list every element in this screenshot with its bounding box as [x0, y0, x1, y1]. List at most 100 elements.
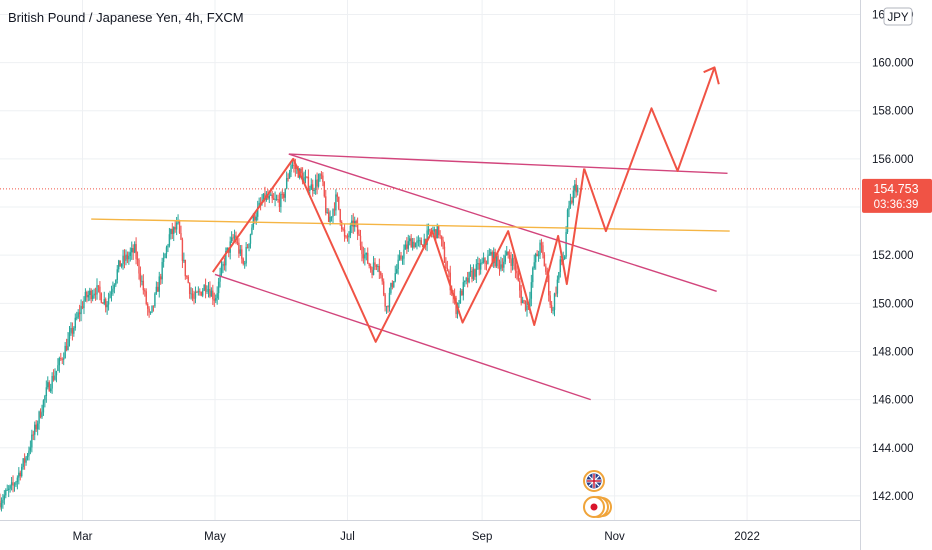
- candle-body: [555, 293, 557, 295]
- candle-body: [524, 300, 527, 311]
- drawings-layer: [91, 66, 730, 401]
- candle-body: [21, 466, 23, 477]
- candle-body: [149, 312, 152, 313]
- candle-body: [446, 267, 449, 272]
- candle-body: [339, 209, 341, 222]
- candle-body: [543, 254, 546, 267]
- candle-body: [29, 447, 32, 451]
- currency-badge[interactable]: JPY: [883, 7, 913, 26]
- support-line[interactable]: [91, 218, 730, 232]
- candle-body: [217, 281, 220, 294]
- candle-body: [190, 293, 192, 295]
- candle-body: [576, 187, 579, 193]
- candle-body: [368, 263, 370, 266]
- candle-body: [374, 262, 376, 266]
- candle-body: [306, 176, 308, 178]
- candle-body: [283, 194, 285, 198]
- candle-body: [519, 280, 521, 291]
- candle-body: [178, 220, 181, 234]
- candle-body: [90, 290, 92, 300]
- candle-body: [167, 245, 169, 248]
- candle-body: [343, 229, 346, 237]
- candle-body: [213, 299, 215, 301]
- chart-title: British Pound / Japanese Yen, 4h, FXCM: [8, 10, 244, 25]
- candle-body: [16, 477, 19, 483]
- candle-body: [474, 269, 476, 277]
- events-markers[interactable]: [583, 470, 612, 518]
- channel-line[interactable]: [288, 153, 728, 175]
- candle-body: [398, 255, 401, 260]
- candle-body: [440, 235, 443, 241]
- candle-body: [381, 275, 383, 282]
- candle-body: [485, 263, 488, 265]
- candle-body: [462, 282, 464, 296]
- candle-body: [552, 309, 554, 311]
- candle-body: [22, 458, 24, 467]
- candle-body: [197, 291, 200, 293]
- y-tick-label: 142.000: [872, 491, 914, 503]
- candle-body: [304, 176, 307, 178]
- candle-body: [161, 261, 163, 280]
- candle-body: [144, 290, 146, 292]
- channel-line[interactable]: [288, 153, 717, 292]
- candle-body: [549, 295, 551, 305]
- candle-body: [319, 174, 321, 180]
- uk-flag-icon[interactable]: [583, 470, 605, 492]
- candle-body: [495, 255, 498, 267]
- x-tick-label: Jul: [340, 531, 355, 543]
- candle-body: [442, 240, 444, 247]
- candle-body: [291, 165, 294, 167]
- candle-body: [151, 305, 153, 313]
- candle-body: [433, 229, 436, 232]
- candle-body: [160, 276, 162, 280]
- projection-line[interactable]: [583, 67, 716, 233]
- candle-body: [477, 263, 479, 265]
- candle-body: [86, 291, 88, 298]
- y-tick-label: 152.000: [872, 250, 914, 262]
- candle-body: [530, 282, 533, 299]
- candle-body: [332, 209, 334, 217]
- candle-body: [162, 257, 165, 262]
- candle-body: [545, 266, 547, 272]
- candle-body: [123, 255, 126, 261]
- japan-flag-icon[interactable]: [583, 496, 612, 518]
- candle-body: [55, 370, 58, 376]
- candle-body: [510, 259, 512, 266]
- candle-body: [429, 229, 431, 232]
- candle-body: [472, 269, 475, 279]
- candle-body: [118, 260, 120, 270]
- candle-body: [152, 305, 155, 307]
- candle-body: [309, 189, 311, 191]
- candle-body: [520, 290, 522, 304]
- candle-body: [371, 269, 373, 276]
- y-tick-label: 148.000: [872, 346, 914, 358]
- candle-body: [423, 238, 425, 248]
- candle-body: [498, 261, 501, 270]
- candle-body: [139, 273, 142, 282]
- candle-body: [461, 290, 463, 296]
- candle-body: [262, 193, 265, 202]
- candle-body: [138, 260, 140, 274]
- candle-body: [553, 293, 556, 310]
- candle-body: [99, 286, 101, 294]
- currency-badge-box: [883, 7, 913, 26]
- candle-body: [351, 220, 353, 226]
- candle-body: [422, 244, 424, 248]
- candle-body: [342, 229, 344, 230]
- candle-body: [42, 400, 45, 413]
- candle-body: [71, 328, 74, 334]
- candle-body: [96, 285, 98, 295]
- candle-body: [569, 200, 572, 206]
- channel-line[interactable]: [214, 273, 591, 401]
- candle-body: [87, 295, 90, 298]
- candle-body: [238, 242, 240, 254]
- y-tick-label: 158.000: [872, 106, 914, 118]
- candle-body: [335, 194, 337, 211]
- x-tick-label: 2022: [734, 531, 760, 543]
- zigzag-line[interactable]: [212, 157, 586, 343]
- candle-body: [290, 165, 292, 173]
- candle-body: [475, 264, 478, 277]
- candle-body: [222, 263, 224, 267]
- candle-body: [572, 190, 575, 203]
